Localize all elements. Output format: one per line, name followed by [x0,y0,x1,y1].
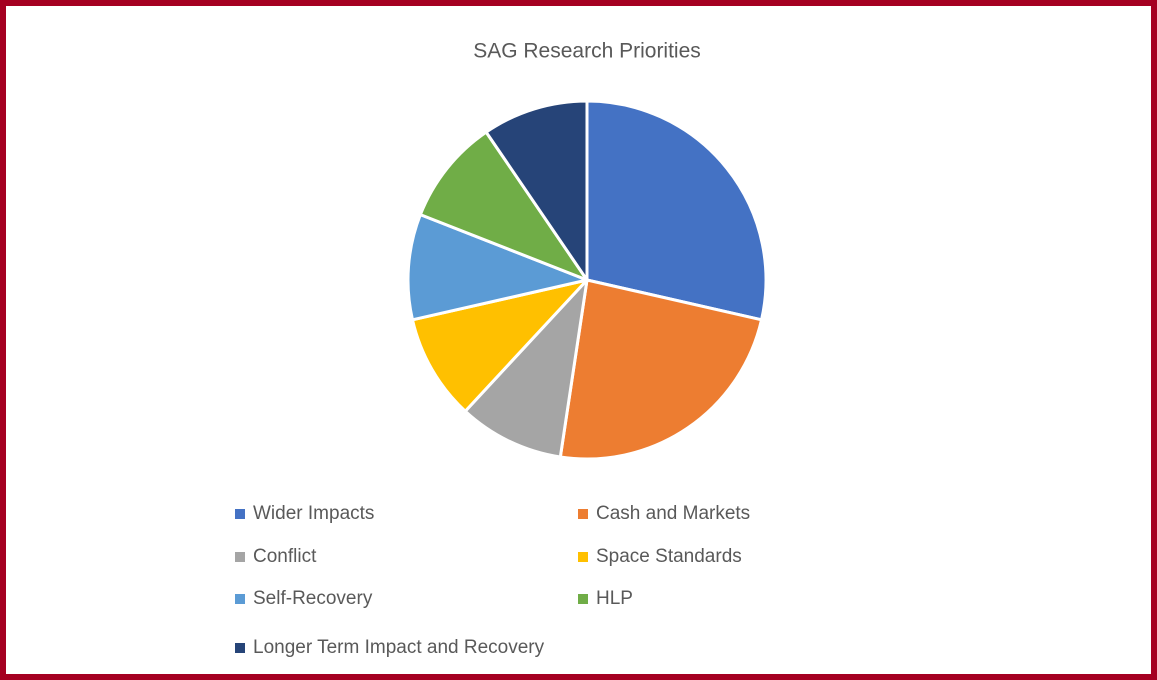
legend-label: Cash and Markets [596,503,750,524]
chart-title: SAG Research Priorities [473,40,701,63]
legend-swatch [578,509,588,519]
legend-label: Wider Impacts [253,503,374,524]
legend-label: Space Standards [596,546,742,567]
pie-slice [406,213,589,322]
legend-label: Conflict [253,546,317,567]
legend-label: HLP [596,588,633,609]
legend-swatch [235,552,245,562]
legend-swatch [235,594,245,604]
legend-label: Longer Term Impact and Recovery [253,637,545,658]
legend-swatch [235,643,245,653]
legend-swatch [578,552,588,562]
pie-slice [418,130,589,282]
legend-swatch [578,594,588,604]
pie-slice [585,99,768,322]
pie-slice [484,99,589,282]
legend-label: Self-Recovery [253,588,373,609]
legend-swatch [235,509,245,519]
pie-slice [410,278,589,413]
pie-slice [463,278,589,459]
pie-slice [558,278,764,461]
